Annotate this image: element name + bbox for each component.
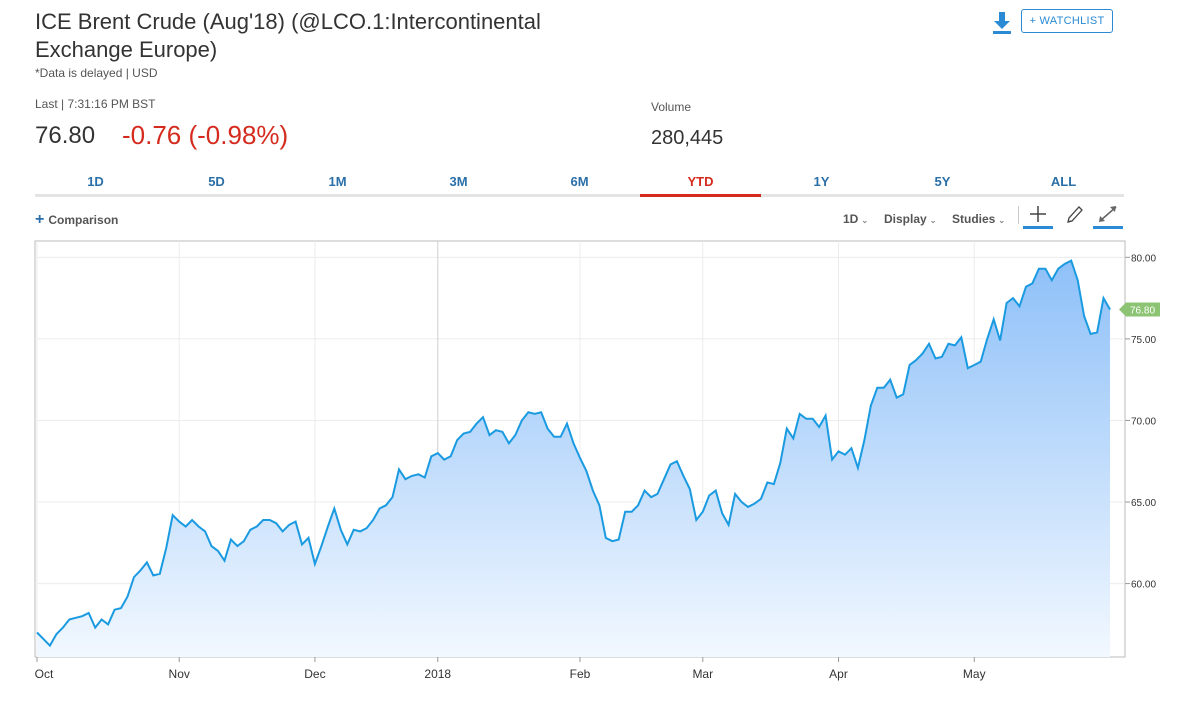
tab-1y[interactable]: 1Y [813, 174, 830, 189]
comparison-label: Comparison [48, 213, 119, 227]
x-tick-label: Feb [570, 667, 591, 681]
download-icon[interactable] [991, 10, 1013, 34]
toolbar-divider [1018, 206, 1019, 224]
x-tick-label: 2018 [424, 667, 451, 681]
x-tick-label: Mar [692, 667, 713, 681]
x-tick-label: Dec [304, 667, 325, 681]
interval-label: 1D [843, 212, 859, 226]
tab-ytd[interactable]: YTD [640, 172, 761, 197]
tab-3m[interactable]: 3M [449, 174, 468, 189]
tab-6m[interactable]: 6M [570, 174, 589, 189]
crosshair-icon[interactable] [1023, 202, 1053, 229]
watchlist-button[interactable]: + WATCHLIST [1021, 9, 1113, 33]
chevron-down-icon: ⌄ [998, 216, 1006, 225]
price-area [37, 260, 1110, 657]
plus-icon: + [35, 211, 45, 228]
studies-dropdown[interactable]: Studies ⌄ [952, 212, 1005, 226]
delayed-note: *Data is delayed | USD [35, 66, 158, 80]
volume-value: 280,445 [651, 127, 724, 149]
expand-icon[interactable] [1093, 202, 1123, 229]
price-tag-label: 76.80 [1130, 306, 1155, 317]
tab-all[interactable]: ALL [1050, 174, 1077, 189]
comparison-button[interactable]: + Comparison [35, 211, 118, 229]
price-tag-shape [1119, 302, 1160, 317]
x-tick-label: Apr [829, 667, 848, 681]
tab-1m[interactable]: 1M [328, 174, 347, 189]
interval-dropdown[interactable]: 1D ⌄ [843, 212, 868, 226]
pencil-icon[interactable] [1059, 202, 1089, 226]
chevron-down-icon: ⌄ [929, 216, 937, 225]
x-tick-label: May [963, 667, 986, 681]
studies-label: Studies [952, 212, 996, 226]
display-dropdown[interactable]: Display ⌄ [884, 212, 936, 226]
x-tick-label: Oct [35, 667, 54, 681]
y-tick-label: 70.00 [1131, 416, 1156, 427]
y-tick-label: 80.00 [1131, 253, 1156, 264]
y-tick-label: 65.00 [1131, 498, 1156, 509]
tab-5d[interactable]: 5D [208, 174, 225, 189]
volume-label: Volume [651, 100, 692, 114]
price-change: -0.76 (-0.98%) [122, 120, 289, 150]
page-title: ICE Brent Crude (Aug'18) (@LCO.1:Interco… [35, 9, 541, 62]
x-tick-label: Nov [169, 667, 190, 681]
y-tick-label: 75.00 [1131, 335, 1156, 346]
y-tick-label: 60.00 [1131, 580, 1156, 591]
last-price-tag: 76.80 [1119, 302, 1160, 317]
y-axis: 80.00 75.00 70.00 65.00 60.00 [1125, 253, 1156, 591]
last-price: 76.80 [35, 122, 96, 149]
chevron-down-icon: ⌄ [861, 216, 869, 225]
tab-5y[interactable]: 5Y [934, 174, 951, 189]
price-line [36, 259, 1111, 648]
range-tabs: 1D 5D 1M 3M 6M YTD 1Y 5Y ALL [35, 172, 1124, 197]
x-axis: Oct Nov Dec 2018 Feb Mar Apr May [35, 657, 986, 681]
last-time-label: Last | 7:31:16 PM BST [35, 97, 156, 111]
display-label: Display [884, 212, 927, 226]
tab-1d[interactable]: 1D [87, 174, 104, 189]
